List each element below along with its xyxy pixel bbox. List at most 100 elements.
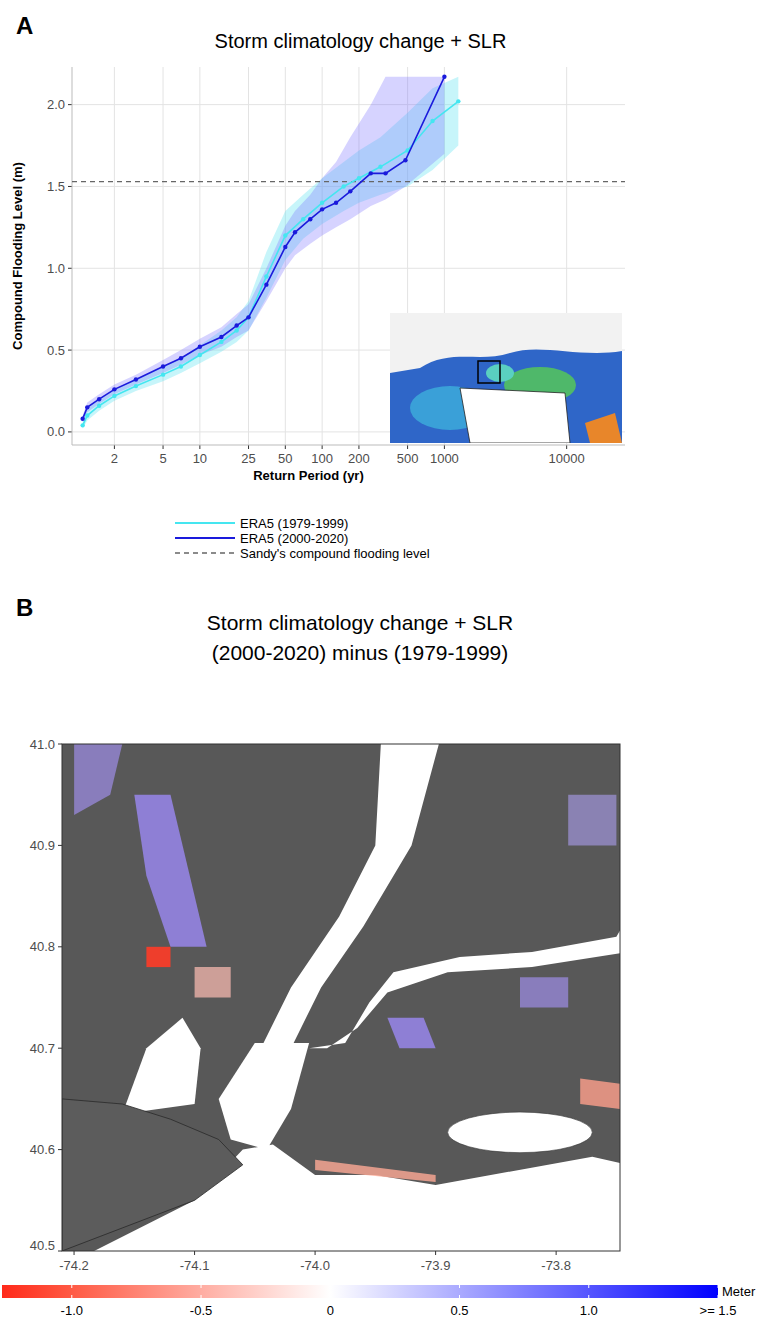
data-point: [246, 315, 250, 319]
data-point: [320, 201, 324, 205]
y-tick: [58, 1048, 62, 1049]
plot-a: 0.00.51.01.52.02510255010020050010001000…: [10, 67, 625, 483]
change-patch: [74, 744, 122, 815]
data-point: [80, 423, 84, 427]
colorbar-tick-label: 0.5: [450, 1303, 468, 1318]
y-tick: [58, 1149, 62, 1150]
water: [448, 1112, 593, 1153]
data-point: [378, 165, 382, 169]
x-tick: [74, 1251, 75, 1255]
data-point: [179, 356, 183, 360]
y-tick: [68, 268, 72, 269]
y-tick-label: 40.6: [30, 1142, 55, 1157]
x-tick-label: -74.1: [180, 1258, 210, 1273]
chart-title: Storm climatology change + SLR: [215, 30, 507, 52]
water: [261, 744, 442, 1048]
data-point: [219, 340, 223, 344]
colorbar-tick-label: 1.0: [580, 1303, 598, 1318]
y-axis-line: [72, 67, 73, 445]
change-patch: [315, 1160, 436, 1182]
x-tick-label: 2: [111, 451, 118, 466]
change-patch: [146, 947, 170, 967]
y-tick-label: 40.8: [30, 939, 55, 954]
land: [62, 1099, 243, 1251]
colorbar-tick-label: >= 1.5: [700, 1303, 737, 1318]
reference-line: [72, 181, 625, 182]
inset-patch: [585, 413, 622, 443]
y-tick-label: 0.0: [47, 424, 65, 439]
x-axis-title: Return Period (yr): [253, 468, 364, 483]
grid-line: [163, 67, 164, 445]
data-point: [85, 405, 89, 409]
x-tick-label: 10: [193, 451, 207, 466]
x-tick: [199, 445, 200, 449]
map-content: [62, 744, 620, 1251]
change-patch: [580, 1079, 620, 1109]
panel-letter: A: [16, 12, 33, 39]
data-point: [264, 282, 268, 286]
data-point: [179, 364, 183, 368]
map-frame: [62, 744, 620, 1251]
grid-line: [199, 67, 200, 445]
x-tick-label: 200: [348, 451, 370, 466]
y-tick-label: 40.9: [30, 838, 55, 853]
colorbar-tick-label: -0.5: [190, 1303, 212, 1318]
inset-island: [460, 388, 570, 443]
legend-swatch: [175, 537, 235, 539]
x-tick-label: 5: [159, 451, 166, 466]
colorbar-tick: [201, 1295, 202, 1298]
map-panel: 40.540.640.740.840.941.0-74.2-74.1-74.0-…: [30, 734, 629, 1273]
colorbar-tick: [718, 1295, 719, 1298]
x-tick: [248, 445, 249, 449]
data-point: [334, 201, 338, 205]
data-point: [301, 217, 305, 221]
data-point: [430, 119, 434, 123]
data-point: [198, 345, 202, 349]
data-point: [234, 328, 238, 332]
x-tick-label: -73.8: [541, 1258, 571, 1273]
x-tick: [556, 1251, 557, 1255]
y-tick-label: 1.0: [47, 261, 65, 276]
data-point: [320, 207, 324, 211]
change-patch: [195, 967, 231, 997]
x-tick-label: 500: [397, 451, 419, 466]
x-tick-label: 1000: [430, 451, 459, 466]
grid-line: [72, 104, 625, 105]
grid-line: [72, 268, 625, 269]
colorbar-tick: [71, 1285, 72, 1288]
data-point: [308, 217, 312, 221]
legend-swatch: [175, 552, 235, 553]
x-tick: [444, 445, 445, 449]
colorbar-title: Meter: [722, 1284, 756, 1299]
data-point: [442, 75, 446, 79]
colorbar-tick: [718, 1285, 719, 1288]
y-tick-label: 41.0: [30, 737, 55, 752]
x-tick-label: -73.9: [421, 1258, 451, 1273]
data-point: [97, 404, 101, 408]
data-point: [80, 417, 84, 421]
x-tick-label: 100: [311, 451, 333, 466]
data-point: [456, 99, 460, 103]
change-patch: [520, 977, 568, 1007]
colorbar-tick: [459, 1285, 460, 1288]
data-point: [264, 274, 268, 278]
x-tick: [194, 1251, 195, 1255]
plot-background: [72, 67, 625, 445]
data-point: [403, 158, 407, 162]
legend: ERA5 (1979-1999)ERA5 (2000-2020)Sandy's …: [175, 516, 430, 561]
x-tick-label: 50: [278, 451, 292, 466]
x-tick-label: 25: [241, 451, 255, 466]
x-tick: [114, 445, 115, 449]
colorbar-tick: [588, 1285, 589, 1288]
x-tick-label: -74.2: [59, 1258, 89, 1273]
data-point: [348, 189, 352, 193]
data-point: [234, 323, 238, 327]
panel-letter: B: [16, 594, 33, 621]
x-tick: [435, 1251, 436, 1255]
y-tick-label: 2.0: [47, 97, 65, 112]
figure: A Storm climatology change + SLR 0.0 0.5 1.0…: [0, 0, 780, 1325]
water: [309, 916, 620, 1048]
data-point: [341, 184, 345, 188]
chart-title: Storm climatology change + SLR: [207, 611, 513, 634]
colorbar-tick: [71, 1295, 72, 1298]
